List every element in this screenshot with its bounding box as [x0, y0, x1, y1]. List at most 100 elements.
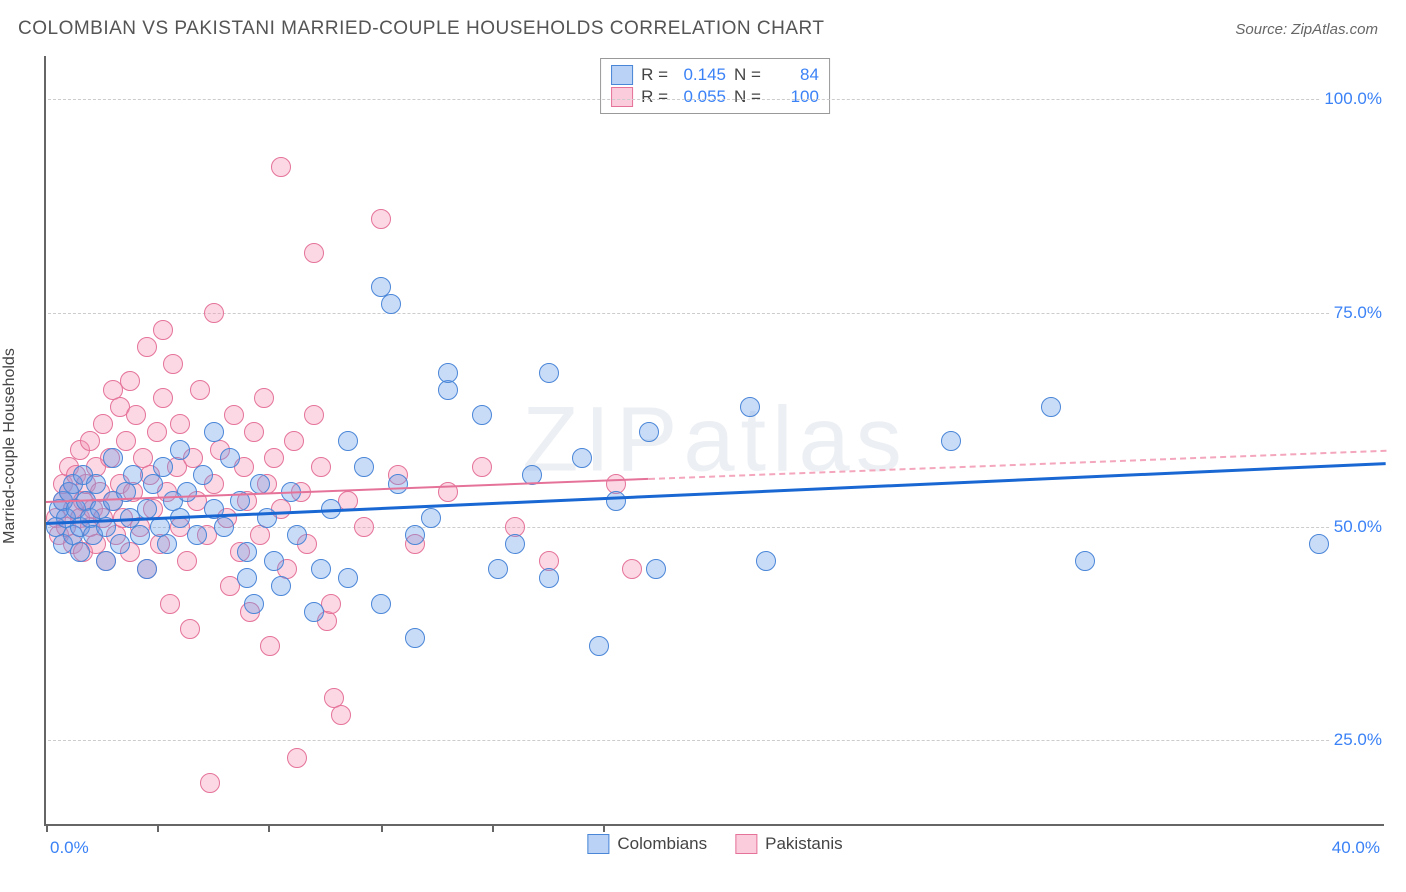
point-colombian: [157, 534, 177, 554]
legend-label: Colombians: [617, 834, 707, 854]
point-colombian: [70, 542, 90, 562]
y-tick-label: 50.0%: [1330, 517, 1386, 537]
x-tick: [381, 824, 383, 832]
point-colombian: [572, 448, 592, 468]
point-pakistani: [200, 773, 220, 793]
point-pakistani: [180, 619, 200, 639]
point-pakistani: [116, 431, 136, 451]
point-colombian: [137, 559, 157, 579]
point-colombian: [170, 440, 190, 460]
x-tick: [603, 824, 605, 832]
point-pakistani: [177, 551, 197, 571]
point-colombian: [589, 636, 609, 656]
point-colombian: [646, 559, 666, 579]
x-tick: [157, 824, 159, 832]
point-colombian: [304, 602, 324, 622]
point-colombian: [539, 363, 559, 383]
r-value: 0.145: [676, 65, 726, 85]
point-colombian: [130, 525, 150, 545]
point-colombian: [1075, 551, 1095, 571]
x-tick-label-max: 40.0%: [1332, 838, 1380, 858]
chart-header: COLOMBIAN VS PAKISTANI MARRIED-COUPLE HO…: [0, 0, 1406, 48]
point-pakistani: [190, 380, 210, 400]
gridline: [48, 313, 1384, 314]
point-colombian: [103, 448, 123, 468]
point-pakistani: [163, 354, 183, 374]
point-pakistani: [354, 517, 374, 537]
point-pakistani: [120, 371, 140, 391]
point-colombian: [371, 594, 391, 614]
point-colombian: [244, 594, 264, 614]
point-colombian: [354, 457, 374, 477]
gridline: [48, 99, 1384, 100]
r-key: R =: [641, 87, 668, 107]
point-pakistani: [153, 388, 173, 408]
point-colombian: [438, 363, 458, 383]
r-value: 0.055: [676, 87, 726, 107]
point-colombian: [220, 448, 240, 468]
point-pakistani: [304, 243, 324, 263]
point-colombian: [381, 294, 401, 314]
point-colombian: [287, 525, 307, 545]
point-pakistani: [271, 157, 291, 177]
point-pakistani: [170, 414, 190, 434]
point-pakistani: [331, 705, 351, 725]
x-tick: [492, 824, 494, 832]
n-value: 84: [769, 65, 819, 85]
x-tick: [268, 824, 270, 832]
x-tick-label-min: 0.0%: [50, 838, 89, 858]
point-colombian: [606, 491, 626, 511]
point-pakistani: [137, 337, 157, 357]
point-pakistani: [472, 457, 492, 477]
point-pakistani: [311, 457, 331, 477]
swatch-pink-icon: [611, 87, 633, 107]
point-colombian: [143, 474, 163, 494]
source-name: ZipAtlas.com: [1291, 21, 1378, 38]
point-colombian: [1309, 534, 1329, 554]
series-legend: Colombians Pakistanis: [587, 834, 842, 854]
swatch-pink-icon: [735, 834, 757, 854]
point-pakistani: [254, 388, 274, 408]
swatch-blue-icon: [587, 834, 609, 854]
point-colombian: [110, 534, 130, 554]
gridline: [48, 527, 1384, 528]
point-colombian: [539, 568, 559, 588]
point-colombian: [237, 542, 257, 562]
chart-title: COLOMBIAN VS PAKISTANI MARRIED-COUPLE HO…: [18, 18, 825, 40]
n-value: 100: [769, 87, 819, 107]
point-colombian: [250, 474, 270, 494]
point-colombian: [204, 422, 224, 442]
point-colombian: [311, 559, 331, 579]
point-pakistani: [204, 303, 224, 323]
point-pakistani: [224, 405, 244, 425]
point-colombian: [187, 525, 207, 545]
gridline: [48, 740, 1384, 741]
point-pakistani: [244, 422, 264, 442]
legend-item-colombians: Colombians: [587, 834, 707, 854]
y-tick-label: 25.0%: [1330, 730, 1386, 750]
point-pakistani: [371, 209, 391, 229]
point-pakistani: [260, 636, 280, 656]
legend-item-pakistanis: Pakistanis: [735, 834, 842, 854]
trendline-pakistanis-dashed: [649, 450, 1386, 480]
point-pakistani: [304, 405, 324, 425]
point-colombian: [438, 380, 458, 400]
source-prefix: Source:: [1235, 21, 1291, 38]
point-colombian: [756, 551, 776, 571]
chart-source: Source: ZipAtlas.com: [1235, 21, 1378, 38]
point-pakistani: [160, 594, 180, 614]
y-axis-label: Married-couple Households: [1, 348, 19, 544]
point-colombian: [1041, 397, 1061, 417]
point-colombian: [237, 568, 257, 588]
point-colombian: [421, 508, 441, 528]
point-colombian: [405, 628, 425, 648]
point-colombian: [472, 405, 492, 425]
point-colombian: [388, 474, 408, 494]
point-colombian: [338, 431, 358, 451]
y-tick-label: 100.0%: [1320, 89, 1386, 109]
point-colombian: [153, 457, 173, 477]
point-colombian: [488, 559, 508, 579]
point-pakistani: [287, 748, 307, 768]
point-colombian: [505, 534, 525, 554]
point-colombian: [740, 397, 760, 417]
